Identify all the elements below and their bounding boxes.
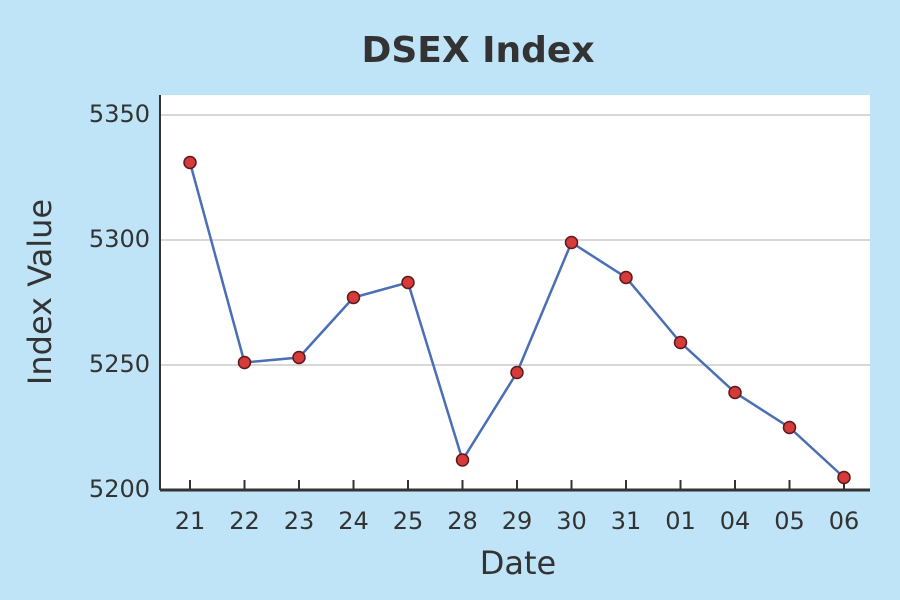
x-tick-label: 22 bbox=[229, 507, 260, 535]
data-point bbox=[401, 275, 415, 290]
x-tick-label: 21 bbox=[175, 507, 206, 535]
x-tick-label: 25 bbox=[393, 507, 424, 535]
plot-area bbox=[160, 95, 870, 490]
x-tick-label: 24 bbox=[338, 507, 369, 535]
y-tick-label: 5200 bbox=[89, 475, 150, 503]
data-point bbox=[183, 155, 197, 170]
x-tick-label: 29 bbox=[502, 507, 533, 535]
x-tick-label: 28 bbox=[447, 507, 478, 535]
data-point bbox=[619, 270, 633, 285]
y-axis-label: Index Value bbox=[21, 199, 59, 385]
x-axis-label: Date bbox=[480, 544, 556, 582]
data-point bbox=[564, 235, 579, 250]
x-tick-label: 05 bbox=[774, 507, 805, 535]
x-tick-label: 23 bbox=[284, 507, 315, 535]
data-point bbox=[510, 365, 524, 380]
data-point bbox=[837, 470, 851, 485]
data-point bbox=[782, 420, 797, 435]
data-point bbox=[292, 350, 306, 365]
y-tick-label: 5300 bbox=[89, 225, 150, 253]
data-point bbox=[673, 335, 688, 350]
data-point bbox=[455, 453, 470, 467]
x-tick-label: 30 bbox=[556, 507, 587, 535]
x-tick-label: 01 bbox=[665, 507, 696, 535]
chart-title: DSEX Index bbox=[361, 30, 594, 71]
x-tick-label: 31 bbox=[611, 507, 642, 535]
y-tick-label: 5250 bbox=[89, 350, 150, 378]
data-point bbox=[237, 355, 252, 370]
x-tick-label: 06 bbox=[829, 507, 860, 535]
y-tick-label: 5350 bbox=[89, 100, 150, 128]
x-tick-label: 04 bbox=[720, 507, 751, 535]
data-point bbox=[346, 290, 361, 305]
data-point bbox=[728, 385, 742, 400]
